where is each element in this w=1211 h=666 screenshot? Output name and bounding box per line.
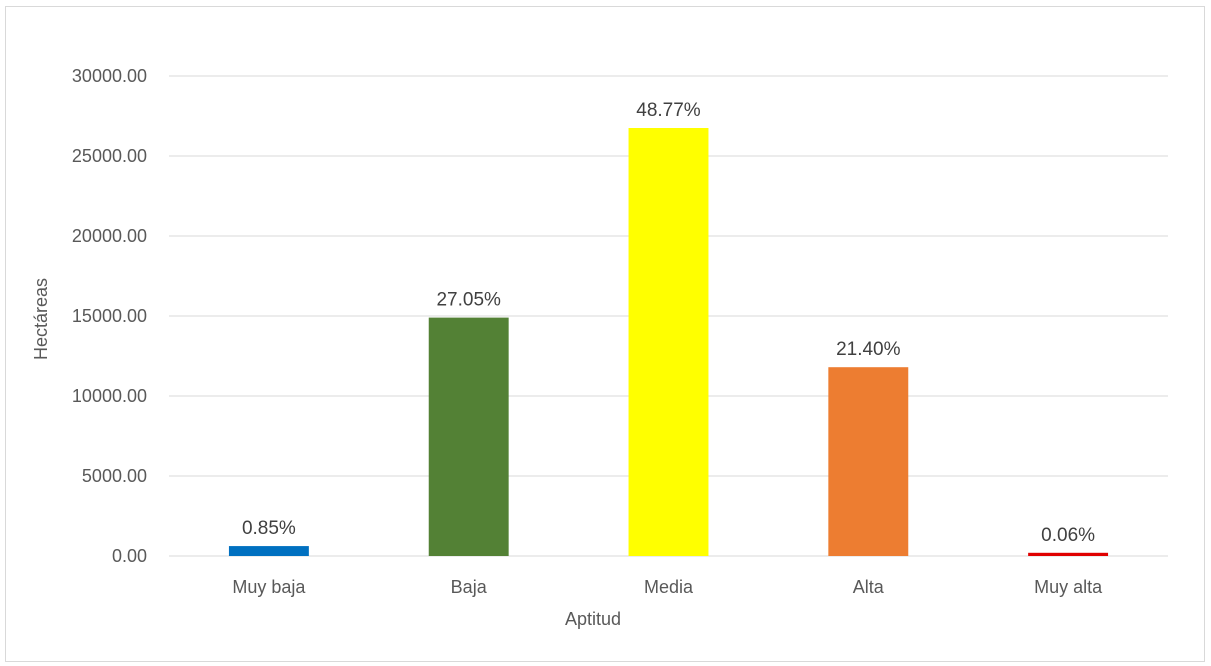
y-tick-label: 30000.00 xyxy=(72,66,147,86)
x-tick-label: Media xyxy=(644,577,694,597)
x-axis-title: Aptitud xyxy=(565,609,621,629)
y-tick-label: 15000.00 xyxy=(72,306,147,326)
data-label: 0.85% xyxy=(242,518,296,539)
y-tick-label: 25000.00 xyxy=(72,146,147,166)
y-axis-title: Hectáreas xyxy=(31,278,51,360)
x-axis-tick-labels: Muy baja Baja Media Alta Muy alta xyxy=(232,577,1103,597)
bar-alta xyxy=(828,367,909,556)
y-axis-tick-labels: 0.00 5000.00 10000.00 15000.00 20000.00 25000… xyxy=(72,66,147,566)
bar-muy-alta xyxy=(1028,552,1109,556)
data-label: 27.05% xyxy=(436,290,501,311)
bar-baja xyxy=(428,317,509,556)
bar-chart: 0.00 5000.00 10000.00 15000.00 20000.00 25000… xyxy=(31,66,1168,629)
data-label: 48.77% xyxy=(636,100,701,121)
chart-frame: 0.00 5000.00 10000.00 15000.00 20000.00 25000… xyxy=(5,6,1205,662)
bars xyxy=(228,128,1109,556)
bar-media xyxy=(628,128,709,556)
y-tick-label: 10000.00 xyxy=(72,386,147,406)
x-tick-label: Baja xyxy=(451,577,488,597)
data-labels: 0.85% 27.05% 48.77% 21.40% 0.06% xyxy=(242,100,1095,546)
x-tick-label: Muy baja xyxy=(232,577,306,597)
x-tick-label: Alta xyxy=(853,577,885,597)
y-tick-label: 0.00 xyxy=(112,546,147,566)
data-label: 21.40% xyxy=(836,339,901,360)
x-tick-label: Muy alta xyxy=(1034,577,1103,597)
data-label: 0.06% xyxy=(1041,525,1095,546)
bar-muy-baja xyxy=(228,546,309,556)
y-tick-label: 20000.00 xyxy=(72,226,147,246)
y-tick-label: 5000.00 xyxy=(82,466,147,486)
